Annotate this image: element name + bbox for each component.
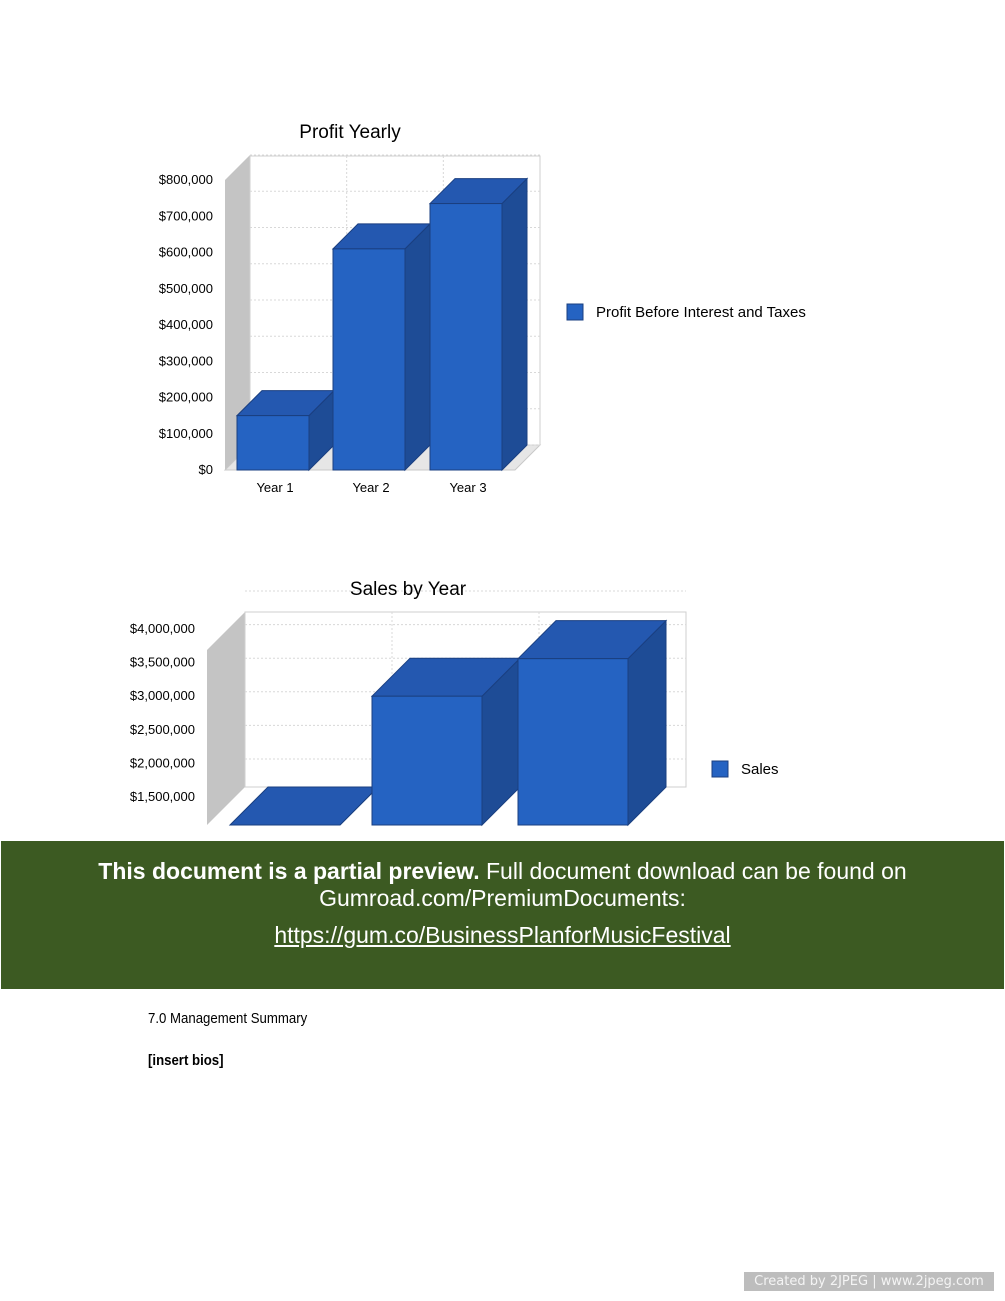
sales-by-year-chart: $1,500,000 $2,000,000 $2,500,000 $3,000,000… bbox=[0, 570, 900, 841]
chart-side-wall bbox=[207, 612, 245, 825]
bar bbox=[371, 695, 483, 826]
x-tick-label: Year 3 bbox=[449, 480, 486, 495]
y-tick-label: $2,500,000 bbox=[130, 722, 195, 737]
banner-line2: Gumroad.com/PremiumDocuments: bbox=[319, 885, 686, 911]
section-heading: 7.0 Management Summary bbox=[148, 1010, 308, 1027]
banner-line1: This document is a partial preview. Full… bbox=[1, 857, 1004, 885]
legend-swatch bbox=[711, 760, 729, 778]
y-tick-label: $0 bbox=[199, 462, 213, 477]
profit-yearly-svg: $0 $100,000 $200,000 $300,000 $400,000 $500,0… bbox=[159, 122, 806, 495]
chart-side-wall bbox=[225, 155, 250, 470]
y-tick-label: $800,000 bbox=[159, 172, 213, 187]
x-tick-label: Year 2 bbox=[352, 480, 389, 495]
y-tick-label: $300,000 bbox=[159, 353, 213, 368]
y-tick-label: $500,000 bbox=[159, 281, 213, 296]
preview-banner: This document is a partial preview. Full… bbox=[1, 841, 1004, 989]
bar-side bbox=[501, 177, 528, 472]
sales-by-year-svg: $1,500,000 $2,000,000 $2,500,000 $3,000,000… bbox=[130, 579, 779, 827]
bar bbox=[236, 415, 310, 471]
watermark-badge: Created by 2JPEG | www.2jpeg.com bbox=[744, 1272, 994, 1291]
bar bbox=[429, 203, 503, 471]
y-tick-label: $1,500,000 bbox=[130, 789, 195, 804]
profit-yearly-chart: $0 $100,000 $200,000 $300,000 $400,000 $500,0… bbox=[0, 110, 900, 510]
y-tick-label: $2,000,000 bbox=[130, 755, 195, 770]
bar bbox=[332, 248, 406, 471]
bar-side bbox=[404, 222, 431, 472]
bios-placeholder: [insert bios] bbox=[148, 1052, 224, 1069]
bar-top bbox=[228, 786, 380, 826]
download-link[interactable]: https://gum.co/BusinessPlanforMusicFesti… bbox=[274, 922, 731, 948]
bar bbox=[517, 658, 629, 826]
banner-bold-text: This document is a partial preview. bbox=[98, 858, 480, 884]
y-tick-label: $3,000,000 bbox=[130, 688, 195, 703]
x-tick-label: Year 1 bbox=[256, 480, 293, 495]
y-tick-label: $600,000 bbox=[159, 245, 213, 260]
y-tick-label: $3,500,000 bbox=[130, 655, 195, 670]
y-tick-label: $4,000,000 bbox=[130, 621, 195, 636]
y-tick-label: $700,000 bbox=[159, 208, 213, 223]
y-tick-label: $200,000 bbox=[159, 390, 213, 405]
legend-label: Profit Before Interest and Taxes bbox=[596, 304, 806, 321]
legend-swatch bbox=[566, 303, 584, 321]
chart-title: Profit Yearly bbox=[299, 122, 401, 143]
y-tick-label: $100,000 bbox=[159, 426, 213, 441]
legend-label: Sales bbox=[741, 761, 779, 778]
y-tick-label: $400,000 bbox=[159, 317, 213, 332]
chart-title: Sales by Year bbox=[350, 579, 467, 600]
banner-text-rest: Full document download can be found on bbox=[479, 858, 907, 884]
